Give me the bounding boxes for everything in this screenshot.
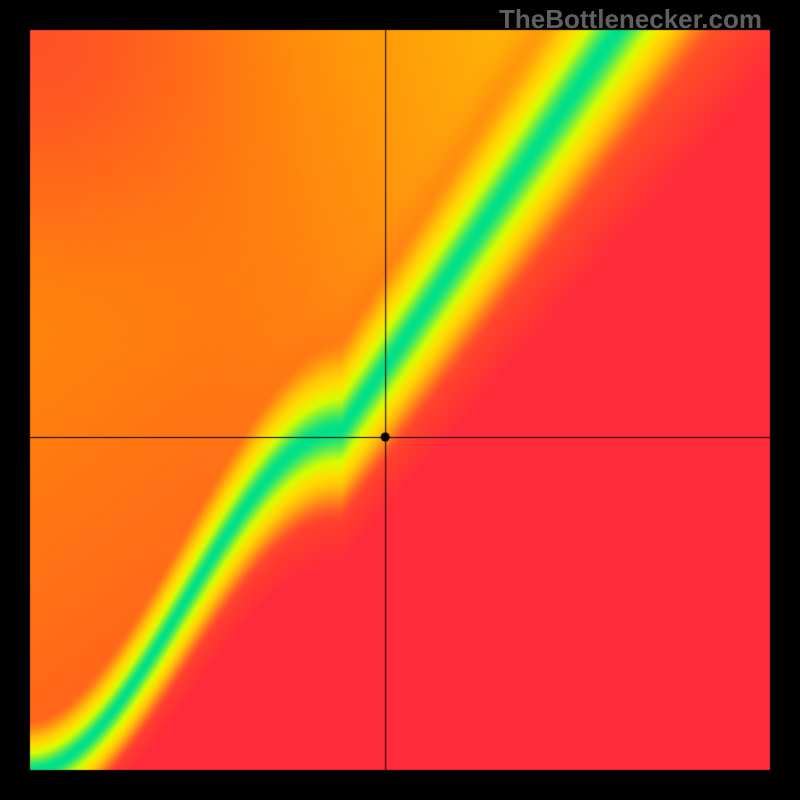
- heatmap-canvas: [0, 0, 800, 800]
- watermark-text: TheBottlenecker.com: [499, 4, 762, 35]
- chart-container: TheBottlenecker.com: [0, 0, 800, 800]
